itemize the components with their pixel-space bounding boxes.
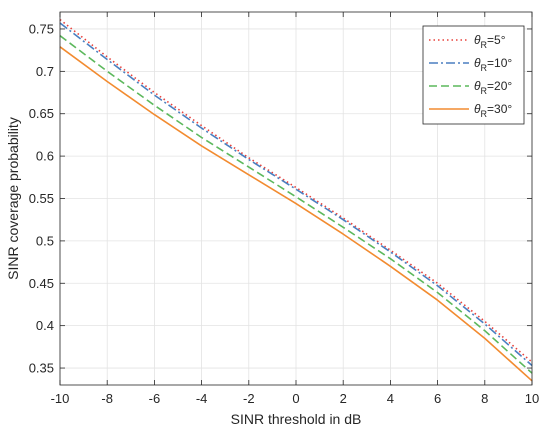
y-tick-label: 0.6 — [36, 149, 54, 164]
legend-symbol: θ — [474, 102, 481, 116]
x-tick-label: 10 — [525, 391, 539, 406]
legend-symbol: θ — [474, 33, 481, 47]
y-tick-label: 0.45 — [29, 276, 54, 291]
series-line-2 — [59, 22, 533, 367]
legend-label-4: θR=30° — [474, 102, 512, 119]
series-line-1 — [59, 18, 533, 363]
y-tick-label: 0.35 — [29, 361, 54, 376]
x-tick-label: 8 — [481, 391, 488, 406]
legend-label-1: θR=5° — [474, 33, 506, 50]
x-tick-label: 2 — [340, 391, 347, 406]
y-tick-label: 0.75 — [29, 21, 54, 36]
legend-subscript: R — [481, 86, 488, 96]
y-tick-label: 0.4 — [36, 318, 54, 333]
legend-box — [422, 25, 525, 125]
x-axis-ticks: -10 -8 -6 -4 -2 0 2 4 6 8 10 — [51, 12, 539, 406]
x-tick-label: -6 — [149, 391, 161, 406]
series-lines — [59, 18, 533, 382]
x-tick-label: -10 — [51, 391, 70, 406]
legend-subscript: R — [481, 63, 488, 73]
x-tick-label: 4 — [387, 391, 394, 406]
y-tick-label: 0.55 — [29, 191, 54, 206]
legend-value: =5° — [487, 33, 506, 47]
legend-label-2: θR=10° — [474, 56, 512, 73]
legend-value: =20° — [487, 79, 512, 93]
series-line-3 — [59, 35, 533, 374]
legend-value: =30° — [487, 102, 512, 116]
x-axis-label: SINR threshold in dB — [231, 411, 362, 427]
legend-symbol: θ — [474, 56, 481, 70]
legend-symbol: θ — [474, 79, 481, 93]
x-tick-label: -8 — [101, 391, 113, 406]
x-tick-label: -4 — [196, 391, 208, 406]
series-line-4 — [59, 46, 533, 382]
y-tick-label: 0.7 — [36, 64, 54, 79]
legend: θR=5°θR=10°θR=20°θR=30° — [422, 25, 525, 125]
legend-subscript: R — [481, 109, 488, 119]
x-tick-label: 0 — [292, 391, 299, 406]
x-tick-label: -2 — [243, 391, 255, 406]
x-tick-label: 6 — [434, 391, 441, 406]
y-tick-label: 0.65 — [29, 106, 54, 121]
y-tick-label: 0.5 — [36, 233, 54, 248]
y-axis-label: SINR coverage probability — [5, 117, 21, 280]
legend-value: =10° — [487, 56, 512, 70]
legend-subscript: R — [481, 40, 488, 50]
y-axis-ticks: 0.35 0.4 0.45 0.5 0.55 0.6 0.65 0.7 0.75 — [29, 21, 532, 376]
legend-label-3: θR=20° — [474, 79, 512, 96]
grid-lines — [59, 12, 533, 385]
